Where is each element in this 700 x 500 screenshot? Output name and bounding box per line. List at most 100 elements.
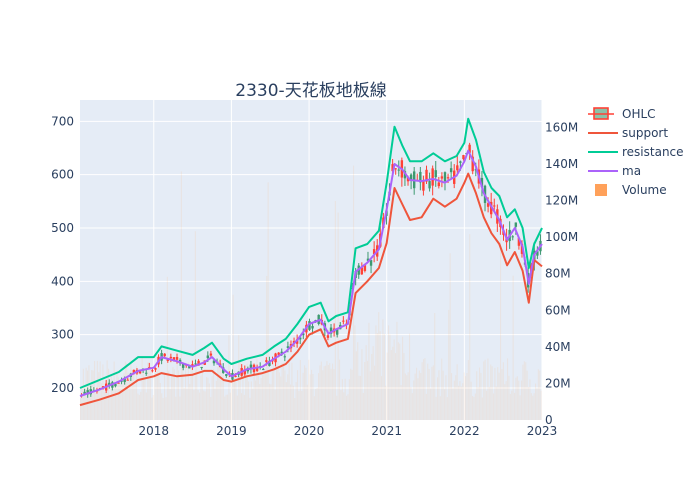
volume-bar — [463, 372, 465, 420]
volume-bar — [269, 383, 271, 420]
y2-tick-label: 60M — [545, 303, 571, 317]
volume-bar — [84, 384, 86, 420]
volume-bar — [526, 370, 528, 420]
volume-bar — [372, 346, 374, 420]
volume-bar — [339, 359, 341, 420]
volume-bar — [502, 362, 504, 420]
ohlc-candle — [299, 337, 302, 340]
legend[interactable]: OHLC support resistance ma Volume — [588, 107, 684, 197]
volume-bar — [203, 390, 205, 420]
volume-bar — [140, 391, 142, 420]
volume-bar — [133, 374, 135, 420]
volume-bar — [341, 379, 343, 420]
volume-bar — [455, 375, 457, 420]
volume-bar — [110, 375, 112, 420]
ohlc-candle — [449, 168, 453, 173]
ohlc-candle — [163, 353, 166, 357]
volume-bar — [411, 393, 413, 420]
volume-bar — [257, 371, 259, 420]
plot-background — [80, 100, 542, 420]
volume-bar — [351, 369, 353, 420]
volume-bar — [179, 396, 181, 420]
volume-bar — [122, 384, 124, 420]
ohlc-candle — [172, 357, 176, 361]
ohlc-candle — [243, 369, 246, 375]
volume-bar — [266, 275, 268, 420]
x-tick-label: 2018 — [138, 424, 169, 438]
volume-bar — [386, 352, 388, 420]
volume-bar — [532, 395, 534, 420]
volume-bar — [312, 374, 314, 420]
volume-bars — [80, 165, 542, 420]
volume-bar — [186, 388, 188, 420]
ohlc-candle — [308, 321, 311, 330]
volume-bar — [136, 366, 138, 420]
volume-bar — [248, 381, 250, 420]
ohlc-candle — [249, 364, 253, 370]
volume-bar — [357, 342, 359, 420]
volume-bar — [451, 373, 453, 420]
volume-bar — [301, 391, 303, 420]
y-tick-label: 400 — [51, 274, 74, 288]
volume-bar — [406, 375, 408, 420]
volume-bar — [309, 374, 311, 420]
ohlc-candle — [517, 237, 521, 246]
volume-bar — [334, 200, 336, 420]
legend-item-support[interactable]: support — [588, 126, 668, 140]
volume-bar — [504, 384, 506, 420]
volume-bar — [525, 362, 527, 420]
ohlc-candle — [468, 144, 471, 153]
indicator-lines — [79, 117, 543, 407]
ma-line — [79, 149, 543, 397]
volume-bar — [374, 365, 376, 420]
volume-bar — [390, 350, 392, 420]
volume-bar — [130, 360, 132, 420]
ohlc-candle — [422, 180, 425, 191]
volume-bar — [190, 368, 192, 420]
ohlc-candle — [459, 161, 462, 163]
ohlc-candle — [234, 375, 237, 377]
legend-item-ma[interactable]: ma — [588, 164, 641, 178]
volume-bar — [313, 396, 315, 420]
volume-bar — [178, 370, 180, 420]
volume-bar — [486, 390, 488, 420]
volume-bar — [213, 368, 215, 420]
volume-bar — [484, 359, 486, 420]
volume-bar — [291, 362, 293, 420]
volume-bar — [255, 380, 257, 420]
volume-bar — [214, 388, 216, 420]
volume-bar — [400, 385, 402, 420]
volume-bar — [80, 398, 82, 420]
volume-bar — [217, 366, 219, 420]
legend-item-resistance[interactable]: resistance — [588, 145, 684, 159]
volume-bar — [297, 370, 299, 420]
ohlc-candle — [268, 360, 271, 366]
volume-bar — [262, 375, 264, 420]
volume-bar — [182, 367, 184, 420]
volume-bar — [109, 395, 111, 420]
ohlc-candle — [406, 177, 410, 182]
volume-bar — [344, 378, 346, 420]
volume-bar — [284, 370, 286, 420]
volume-bar — [232, 294, 234, 420]
volume-bar — [221, 367, 223, 420]
y-tick-label: 500 — [51, 221, 74, 235]
volume-bar — [273, 359, 275, 420]
volume-bar — [368, 322, 370, 420]
volume-bar — [473, 396, 475, 420]
ohlc-candle — [277, 352, 280, 355]
volume-bar — [498, 372, 500, 420]
legend-item-volume[interactable]: Volume — [595, 183, 667, 197]
volume-bar — [241, 393, 243, 420]
y2-tick-label: 0 — [545, 413, 553, 427]
ohlc-candle — [440, 176, 444, 179]
legend-item-ohlc[interactable]: OHLC — [588, 107, 656, 121]
volume-bar — [245, 372, 247, 420]
ohlc-candle — [123, 378, 126, 383]
volume-bar — [319, 365, 321, 420]
ohlc-candle — [437, 182, 441, 187]
resistance-line — [79, 117, 543, 389]
ohlc-candle — [456, 165, 459, 171]
volume-bar — [192, 368, 194, 420]
volume-bar — [410, 387, 412, 420]
